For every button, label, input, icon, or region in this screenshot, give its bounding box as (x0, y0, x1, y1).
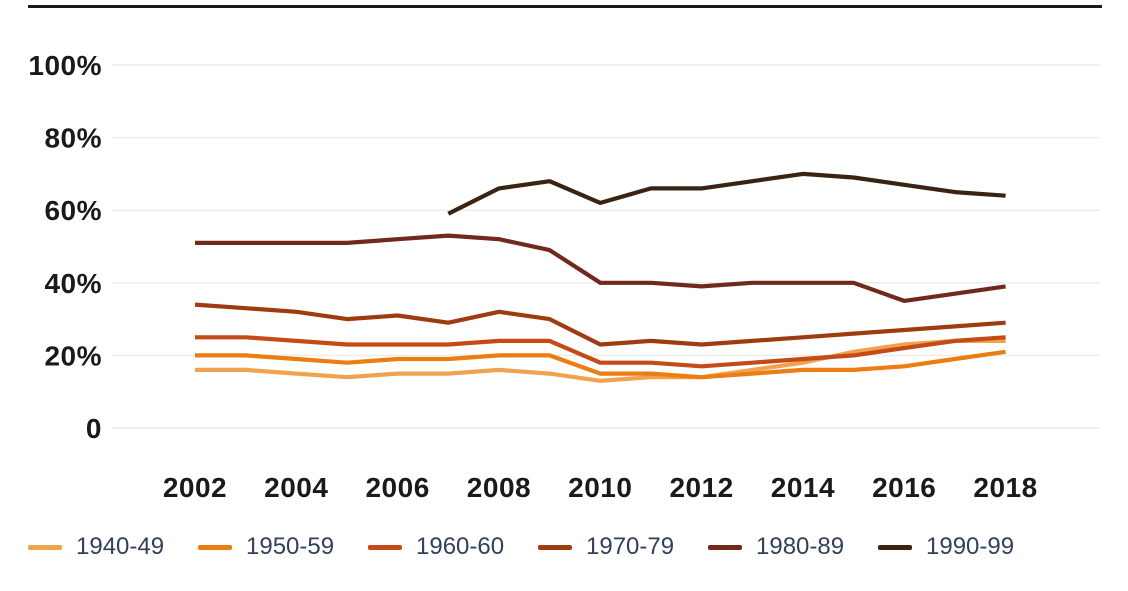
top-rule (28, 5, 1102, 8)
legend-label: 1990-99 (926, 533, 1015, 560)
series-line-1990-99 (447, 171, 1006, 216)
x-axis-tick-label: 2016 (872, 472, 936, 503)
x-axis-tick-label: 2010 (568, 472, 632, 503)
legend-swatch (878, 544, 912, 550)
series-line-1950-59 (195, 349, 1006, 380)
x-axis-tick-label: 2014 (771, 472, 835, 503)
x-axis-tick-label: 2018 (973, 472, 1037, 503)
y-axis-tick-label: 0 (86, 413, 102, 444)
chart-svg: 0 20% 40% 60% 80% 100% 2002 2004 2006 2008 2010 201… (28, 50, 1100, 503)
y-axis-tick-label: 40% (44, 268, 102, 299)
legend-item-1970-79: 1970-79 (538, 531, 708, 563)
y-axis-tick-label: 100% (28, 50, 102, 81)
series-line-1980-89 (195, 233, 1006, 303)
legend-swatch (708, 544, 742, 550)
legend-swatch (538, 544, 572, 550)
x-axis-tick-label: 2008 (467, 472, 531, 503)
y-axis-tick-label: 60% (44, 195, 102, 226)
legend-item-1960-60: 1960-60 (368, 531, 538, 563)
legend-item-1950-59: 1950-59 (198, 531, 368, 563)
x-axis-tick-label: 2006 (365, 472, 429, 503)
series-line-1960-60 (195, 335, 1006, 369)
series-line-1970-79 (194, 302, 1006, 347)
x-axis-tick-label: 2002 (163, 472, 227, 503)
legend-item-1990-99: 1990-99 (878, 531, 1048, 563)
x-axis-tick-label: 2012 (669, 472, 733, 503)
chart-legend: 1940-49 1950-59 1960-60 1970-79 1980-89 1990-… (28, 531, 1118, 563)
legend-label: 1950-59 (246, 533, 335, 560)
legend-swatch (198, 544, 232, 550)
series-line-1940-49 (195, 338, 1006, 383)
x-axis-tick-label: 2004 (264, 472, 328, 503)
y-axis-tick-label: 80% (44, 123, 102, 154)
legend-item-1980-89: 1980-89 (708, 531, 878, 563)
y-axis-tick-label: 20% (44, 340, 102, 371)
legend-swatch (28, 544, 62, 550)
legend-item-1940-49: 1940-49 (28, 531, 198, 563)
legend-label: 1940-49 (76, 533, 165, 560)
legend-label: 1960-60 (416, 533, 505, 560)
legend-label: 1970-79 (586, 533, 675, 560)
legend-label: 1980-89 (756, 533, 845, 560)
legend-swatch (368, 544, 402, 550)
